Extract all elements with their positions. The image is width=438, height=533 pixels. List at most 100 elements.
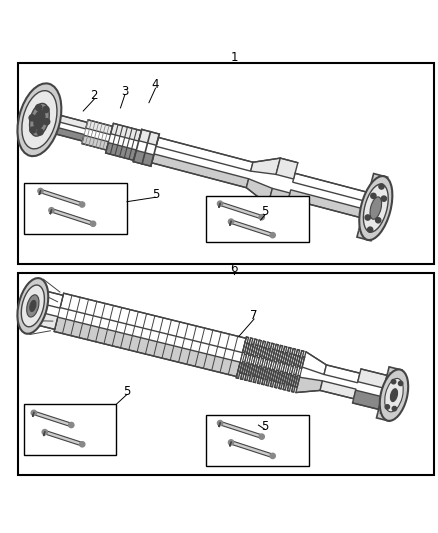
Bar: [18, 63, 434, 264]
Polygon shape: [287, 353, 292, 365]
Polygon shape: [296, 356, 300, 367]
Polygon shape: [249, 366, 255, 382]
Polygon shape: [111, 123, 141, 141]
Polygon shape: [265, 368, 270, 379]
Polygon shape: [268, 188, 290, 209]
Polygon shape: [277, 345, 283, 361]
Circle shape: [44, 119, 50, 125]
Polygon shape: [230, 220, 273, 237]
Ellipse shape: [22, 91, 57, 149]
Polygon shape: [219, 422, 262, 438]
Polygon shape: [357, 174, 388, 241]
Polygon shape: [283, 372, 287, 384]
Circle shape: [392, 407, 396, 411]
Ellipse shape: [359, 176, 392, 240]
Polygon shape: [248, 364, 253, 375]
Polygon shape: [152, 154, 249, 188]
Polygon shape: [249, 344, 254, 356]
Polygon shape: [288, 190, 364, 218]
Polygon shape: [139, 130, 159, 146]
Polygon shape: [44, 431, 83, 446]
Polygon shape: [257, 366, 261, 377]
Circle shape: [381, 196, 386, 201]
Text: 5: 5: [261, 420, 268, 433]
Circle shape: [270, 453, 276, 458]
Polygon shape: [358, 369, 387, 388]
Polygon shape: [286, 373, 291, 385]
Text: 7: 7: [250, 309, 258, 322]
Circle shape: [365, 215, 371, 220]
Polygon shape: [261, 348, 266, 359]
Polygon shape: [246, 179, 272, 205]
Circle shape: [91, 221, 96, 227]
Polygon shape: [290, 349, 295, 365]
Circle shape: [228, 440, 233, 445]
Polygon shape: [283, 352, 288, 364]
Polygon shape: [230, 441, 273, 457]
Polygon shape: [293, 350, 300, 366]
Polygon shape: [266, 370, 272, 386]
Polygon shape: [302, 352, 326, 375]
Circle shape: [392, 379, 396, 384]
Ellipse shape: [27, 295, 39, 317]
Polygon shape: [261, 367, 266, 378]
Ellipse shape: [385, 378, 403, 412]
Bar: [24, 183, 127, 233]
Circle shape: [217, 421, 223, 426]
Text: 2: 2: [90, 89, 98, 102]
Polygon shape: [47, 112, 88, 129]
Polygon shape: [244, 363, 249, 374]
Polygon shape: [292, 376, 297, 392]
Polygon shape: [281, 346, 287, 362]
Polygon shape: [40, 189, 83, 206]
Circle shape: [217, 201, 223, 206]
Polygon shape: [291, 374, 296, 386]
Polygon shape: [360, 212, 374, 229]
Circle shape: [49, 208, 54, 213]
Polygon shape: [298, 351, 304, 367]
Circle shape: [375, 217, 381, 223]
Ellipse shape: [29, 103, 49, 136]
Circle shape: [31, 410, 36, 415]
Polygon shape: [253, 365, 258, 376]
Polygon shape: [82, 135, 109, 150]
Polygon shape: [244, 343, 249, 355]
Polygon shape: [296, 377, 322, 393]
Polygon shape: [272, 344, 278, 360]
Polygon shape: [106, 143, 136, 160]
Circle shape: [69, 422, 74, 427]
Text: 5: 5: [261, 205, 268, 218]
Polygon shape: [245, 365, 251, 381]
Bar: [206, 197, 309, 243]
Text: 3: 3: [121, 85, 128, 98]
Polygon shape: [260, 341, 265, 357]
Circle shape: [371, 193, 376, 198]
Ellipse shape: [364, 184, 388, 232]
Polygon shape: [274, 350, 279, 362]
Ellipse shape: [390, 389, 398, 401]
Polygon shape: [279, 373, 285, 389]
Polygon shape: [353, 390, 382, 409]
Circle shape: [228, 219, 233, 224]
Polygon shape: [240, 362, 245, 373]
Ellipse shape: [30, 301, 36, 311]
Circle shape: [80, 442, 85, 447]
Polygon shape: [287, 375, 293, 391]
Circle shape: [43, 107, 49, 112]
Circle shape: [259, 215, 265, 220]
Polygon shape: [156, 138, 253, 171]
Bar: [206, 415, 309, 466]
Polygon shape: [276, 158, 298, 179]
Polygon shape: [268, 343, 274, 359]
Text: 5: 5: [152, 188, 159, 201]
Circle shape: [399, 381, 403, 385]
Polygon shape: [51, 208, 94, 225]
Polygon shape: [262, 369, 268, 385]
Text: 1: 1: [230, 51, 238, 64]
Polygon shape: [285, 348, 291, 364]
Circle shape: [35, 104, 42, 111]
Polygon shape: [293, 173, 369, 201]
Circle shape: [270, 232, 276, 238]
Circle shape: [37, 129, 43, 135]
Polygon shape: [251, 158, 280, 174]
